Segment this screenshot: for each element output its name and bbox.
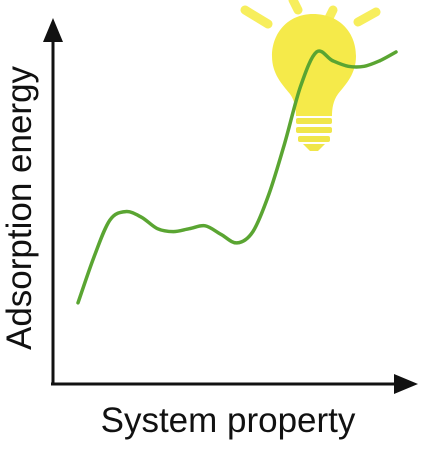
plot-area [76, 49, 398, 305]
lightbulb-icon [240, 0, 381, 151]
x-axis-arrowhead [394, 374, 418, 394]
y-axis-arrowhead [43, 18, 63, 42]
series-line-0 [76, 49, 398, 305]
x-axis-label: System property [101, 401, 356, 440]
lightbulb-base [296, 118, 332, 151]
lightbulb-rays [240, 0, 381, 29]
lightbulb-glass [272, 14, 356, 116]
y-axis-label: Adsorption energy [0, 65, 39, 350]
axes [43, 18, 418, 394]
